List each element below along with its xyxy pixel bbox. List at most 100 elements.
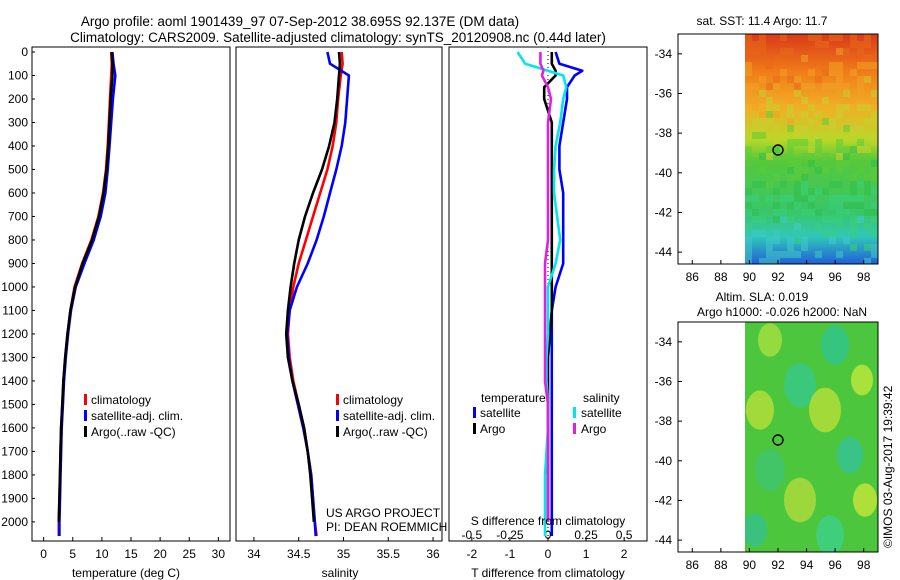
sst-pixel xyxy=(801,153,808,160)
temperature-x-tick-label: 5 xyxy=(69,547,76,561)
sst-pixel xyxy=(871,111,878,118)
sdiff-series-salinity-satellite xyxy=(516,51,568,536)
sst-pixel xyxy=(850,97,857,104)
tdiff-x-tick-label: -2 xyxy=(467,547,478,561)
salinity-series-argo-raw-qc xyxy=(284,51,342,522)
sst-pixel xyxy=(780,195,787,202)
salinity-x-tick-label: 35.5 xyxy=(377,547,401,561)
sst-pixel xyxy=(745,90,752,97)
depth-tick-label: 800 xyxy=(8,233,28,247)
depth-tick-label: 100 xyxy=(8,68,28,82)
sst-pixel xyxy=(871,202,878,209)
tdiff-x-tick-label: 0 xyxy=(545,547,552,561)
sst-pixel xyxy=(871,97,878,104)
sst-pixel xyxy=(829,69,836,76)
sla-lon-label: 98 xyxy=(857,558,871,572)
sla-argo-marker xyxy=(772,434,784,446)
sst-pixel xyxy=(871,244,878,251)
sla-anomaly-blob xyxy=(746,390,774,430)
sst-pixel xyxy=(766,118,773,125)
sst-pixel xyxy=(822,167,829,174)
sst-lon-label: 98 xyxy=(857,270,871,284)
sst-pixel xyxy=(864,188,871,195)
sst-pixel xyxy=(850,181,857,188)
sst-pixel xyxy=(836,216,843,223)
sst-pixel xyxy=(836,48,843,55)
sst-pixel xyxy=(843,90,850,97)
sst-heatmap-field xyxy=(745,34,878,264)
depth-tick-label: 900 xyxy=(8,256,28,270)
legend-label-temp-argo: Argo xyxy=(480,422,506,436)
sst-pixel xyxy=(787,76,794,83)
sst-pixel xyxy=(752,230,759,237)
sla-anomaly-blob xyxy=(758,323,782,357)
sst-pixel xyxy=(787,174,794,181)
sst-pixel xyxy=(773,146,780,153)
sst-pixel xyxy=(773,237,780,244)
pi-annotation: PI: DEAN ROEMMICH xyxy=(326,520,447,534)
figure-title-line1: Argo profile: aoml 1901439_97 07-Sep-201… xyxy=(81,14,519,29)
sst-pixel xyxy=(822,230,829,237)
sst-pixel xyxy=(836,111,843,118)
salinity-legend: climatology satellite-adj. clim. Argo(..… xyxy=(336,393,435,439)
sst-pixel xyxy=(787,237,794,244)
sla-lat-label: -40 xyxy=(655,454,673,468)
sst-pixel xyxy=(829,125,836,132)
depth-tick-label: 1600 xyxy=(1,421,28,435)
sst-pixel xyxy=(745,237,752,244)
sst-pixel xyxy=(871,118,878,125)
sst-pixel xyxy=(843,160,850,167)
sst-pixel xyxy=(829,83,836,90)
sst-pixel xyxy=(766,104,773,111)
tdiff-series-temperature-satellite xyxy=(550,51,584,536)
sst-pixel xyxy=(801,83,808,90)
sla-lon-label: 94 xyxy=(800,558,814,572)
sst-pixel xyxy=(864,209,871,216)
sst-pixel xyxy=(822,83,829,90)
legend-swatch-argo xyxy=(336,426,339,437)
sla-lat-label: -44 xyxy=(655,533,673,547)
sst-pixel xyxy=(836,195,843,202)
depth-tick-label: 1500 xyxy=(1,397,28,411)
sst-pixel xyxy=(843,202,850,209)
sst-pixel xyxy=(843,195,850,202)
salinity-axes-frame xyxy=(235,46,443,542)
sst-pixel xyxy=(857,202,864,209)
sst-pixel xyxy=(864,62,871,69)
legend-label-satellite: satellite-adj. clim. xyxy=(343,409,435,423)
sst-pixel xyxy=(759,76,766,83)
sst-pixel xyxy=(864,34,871,41)
legend-swatch-satellite xyxy=(336,410,339,421)
sst-pixel xyxy=(836,69,843,76)
sst-pixel xyxy=(808,83,815,90)
sst-pixel xyxy=(794,223,801,230)
legend-header-salinity: salinity xyxy=(583,391,620,405)
sst-pixel xyxy=(850,195,857,202)
sst-pixel xyxy=(836,146,843,153)
sst-pixel xyxy=(808,188,815,195)
salinity-series-satellite-adj-clim xyxy=(285,51,351,537)
salinity-x-tick-label: 36 xyxy=(426,547,440,561)
sst-pixel xyxy=(773,202,780,209)
sst-pixel xyxy=(850,244,857,251)
sst-pixel xyxy=(787,251,794,258)
sst-pixel xyxy=(766,62,773,69)
sst-pixel xyxy=(752,125,759,132)
temperature-panel: 0100200300400500600700800900100011001200… xyxy=(1,45,231,580)
sst-pixel xyxy=(780,181,787,188)
legend-swatch-climatology xyxy=(336,394,339,405)
sst-pixel xyxy=(857,62,864,69)
sst-pixel xyxy=(836,139,843,146)
temperature-x-tick-label: 10 xyxy=(95,547,109,561)
sst-pixel xyxy=(836,62,843,69)
sst-pixel xyxy=(801,209,808,216)
sdiff-x-tick-label: 0.25 xyxy=(574,528,598,542)
legend-swatch-satellite xyxy=(84,410,87,421)
sst-pixel xyxy=(773,258,780,264)
sst-pixel xyxy=(836,83,843,90)
salinity-x-tick-label: 35 xyxy=(337,547,351,561)
sst-pixel xyxy=(766,258,773,264)
sst-pixel xyxy=(801,244,808,251)
sst-pixel xyxy=(843,97,850,104)
